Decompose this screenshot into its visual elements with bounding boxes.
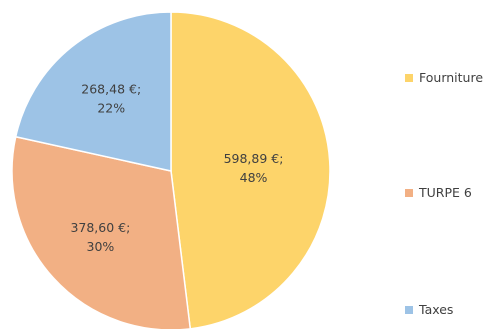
legend-swatch-taxes xyxy=(405,306,413,314)
pie-data-labels: 598,89 €; 48% 378,60 €; 30% 268,48 €; 22% xyxy=(70,82,283,255)
legend-swatch-fourniture xyxy=(405,74,413,82)
data-label-fourniture: 598,89 €; 48% xyxy=(224,151,284,185)
legend-swatch-turpe-6 xyxy=(405,189,413,197)
data-label-percent: 48% xyxy=(240,170,268,185)
pie-slices xyxy=(11,11,331,329)
pie-slice-taxes xyxy=(14,11,172,172)
data-label-turpe-6: 378,60 €; 30% xyxy=(70,220,130,254)
legend-label-fourniture: Fourniture xyxy=(419,70,483,85)
data-label-value: 598,89 €; xyxy=(224,151,284,166)
data-label-value: 378,60 €; xyxy=(70,220,130,235)
legend-label-turpe-6: TURPE 6 xyxy=(418,185,472,200)
legend-label-taxes: Taxes xyxy=(418,302,453,317)
pie-slice-fourniture xyxy=(170,11,331,329)
data-label-percent: 30% xyxy=(87,239,115,254)
data-label-percent: 22% xyxy=(97,101,125,116)
data-label-value: 268,48 €; xyxy=(81,82,141,97)
legend: Fourniture TURPE 6 Taxes xyxy=(405,70,483,317)
data-label-taxes: 268,48 €; 22% xyxy=(81,82,141,116)
